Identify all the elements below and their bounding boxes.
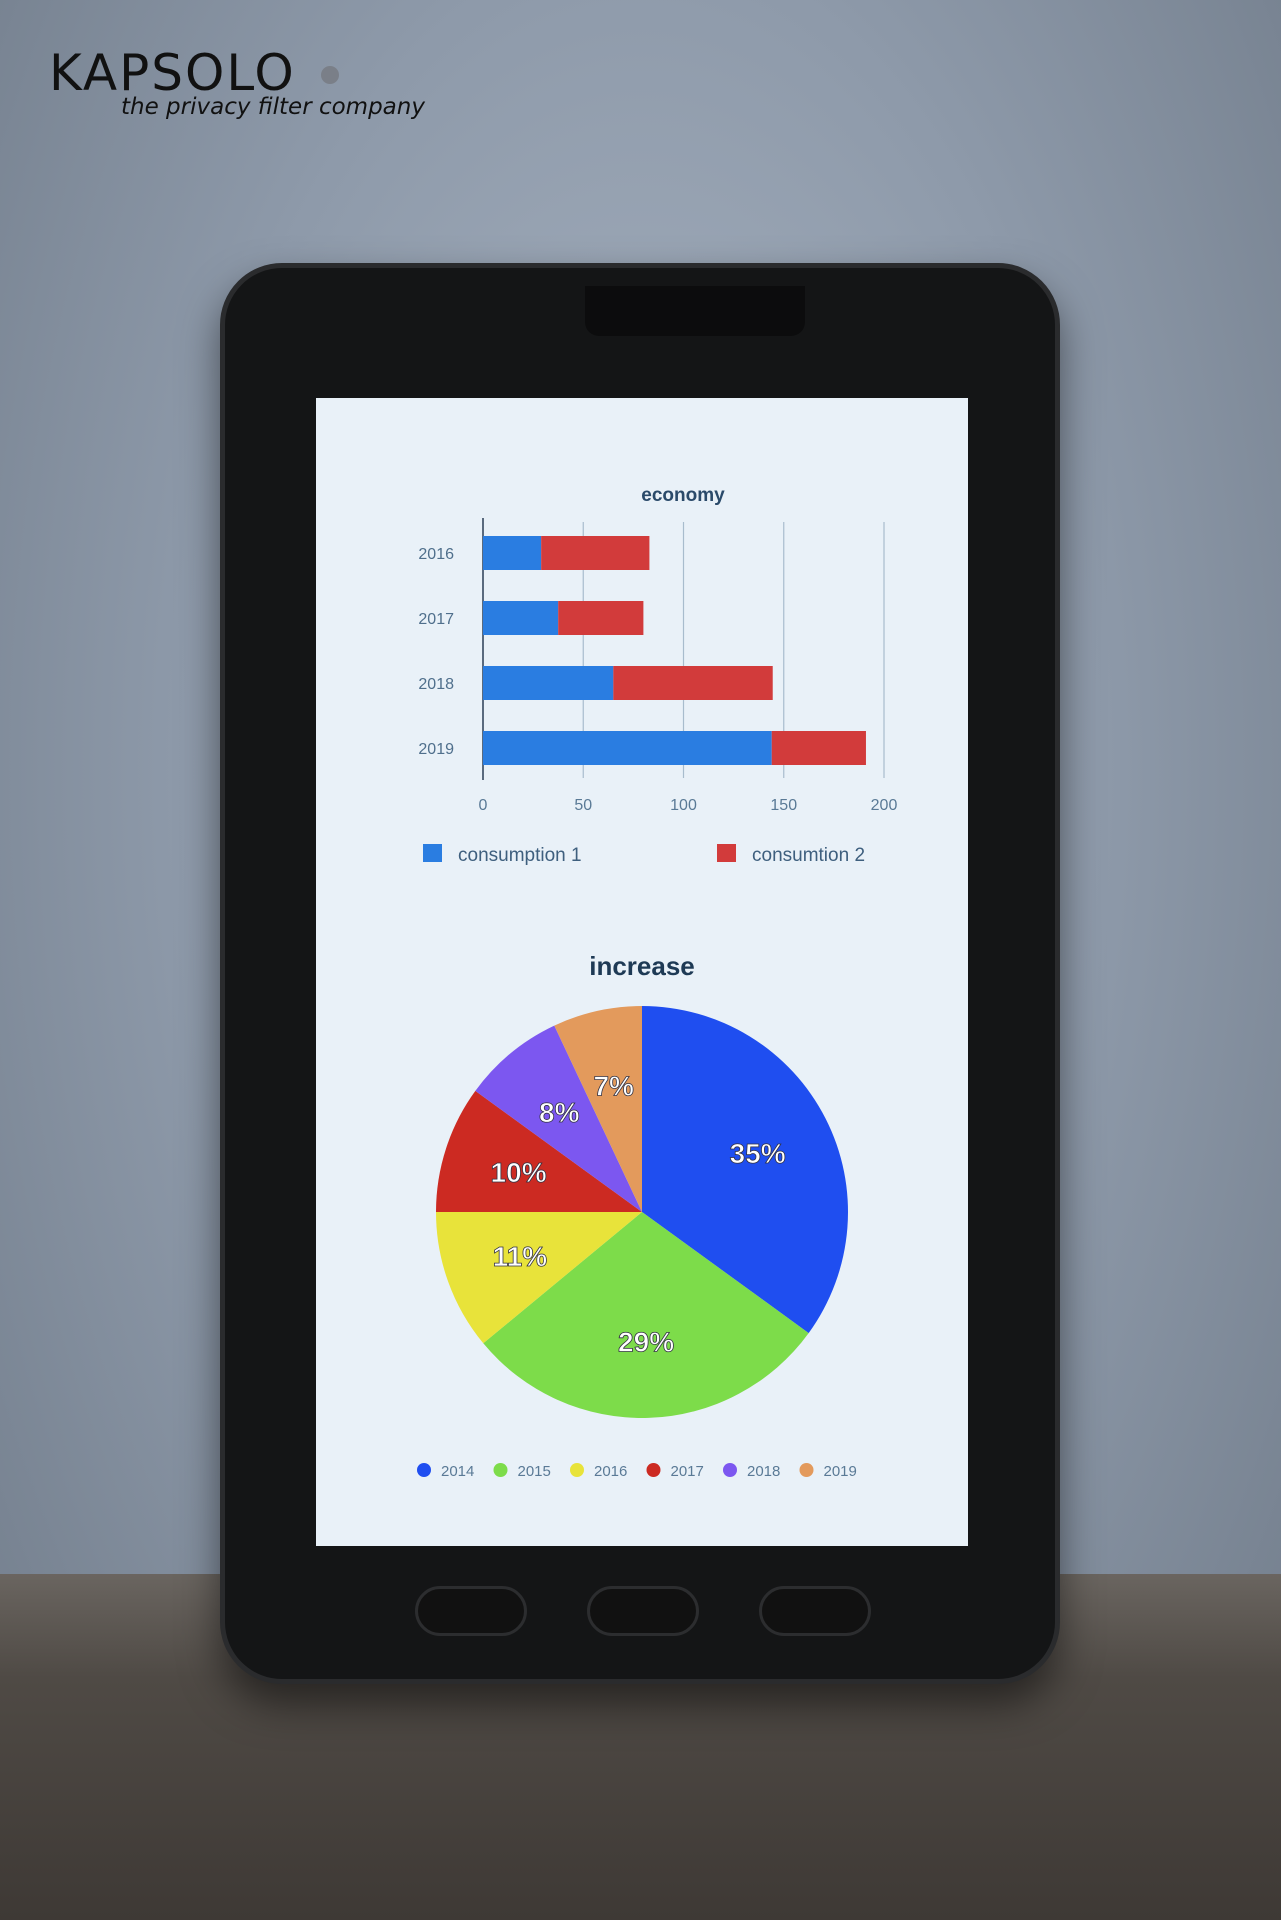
logo-brand: KAPSOLO xyxy=(49,44,296,102)
pie-legend-dot-2018 xyxy=(723,1463,737,1477)
x-tick-label: 100 xyxy=(670,797,697,814)
pie-slice-label: 11% xyxy=(493,1241,548,1272)
bar-2019-series-2 xyxy=(771,731,866,765)
pie-legend-dot-2017 xyxy=(646,1463,661,1477)
y-tick-label: 2019 xyxy=(418,741,454,758)
pie-slice-2014 xyxy=(642,1006,848,1334)
pie-slice-label: 29% xyxy=(618,1327,674,1358)
legend-label-2: consumtion 2 xyxy=(752,845,865,866)
legend-swatch-2 xyxy=(717,844,736,862)
x-tick-label: 0 xyxy=(479,797,488,814)
bar-2018-series-2 xyxy=(613,666,773,700)
legend-label-1: consumption 1 xyxy=(458,845,582,866)
pie-legend-label: 2016 xyxy=(594,1463,627,1480)
charts-svg: economy 0 50 100 150 200 2016 2017 2018 2019 consu… xyxy=(417,485,898,1480)
pie-slice-2017 xyxy=(436,1090,642,1212)
bar-2016-series-1 xyxy=(483,536,542,570)
bar-2016-series-2 xyxy=(541,536,650,570)
pie-slice-2018 xyxy=(475,1025,642,1212)
recent-apps-button[interactable] xyxy=(415,1586,527,1636)
pie-legend-dot-2014 xyxy=(417,1463,431,1477)
pie-slice-2016 xyxy=(436,1212,642,1344)
pie-legend-dot-2016 xyxy=(570,1463,584,1477)
legend-swatch-1 xyxy=(423,844,442,862)
pie-slice-label: 8% xyxy=(539,1097,580,1128)
x-tick-label: 150 xyxy=(770,797,797,814)
pie-legend-label: 2019 xyxy=(824,1463,857,1480)
tablet-screen: economy 0 50 100 150 200 2016 2017 2018 2019 consu… xyxy=(316,398,968,1546)
logo-tagline: the privacy filter company xyxy=(121,94,425,120)
pie-legend-label: 2014 xyxy=(441,1463,474,1480)
bar-chart-title: economy xyxy=(641,485,725,506)
bar-2019-series-1 xyxy=(483,731,772,765)
back-button[interactable] xyxy=(759,1586,871,1636)
tablet-device: economy 0 50 100 150 200 2016 2017 2018 2019 consu… xyxy=(220,263,1060,1684)
bar-2017-series-2 xyxy=(558,601,644,635)
pie-slice-2019 xyxy=(554,1006,642,1212)
y-tick-label: 2017 xyxy=(418,611,454,628)
pie-legend-dot-2015 xyxy=(493,1463,508,1477)
pie-slice-label: 10% xyxy=(491,1157,547,1188)
pie-legend-label: 2015 xyxy=(518,1463,551,1480)
logo-dot xyxy=(321,66,339,84)
pie-legend-label: 2017 xyxy=(671,1463,704,1480)
home-button[interactable] xyxy=(587,1586,699,1636)
pie-slice-label: 35% xyxy=(730,1138,786,1169)
x-tick-label: 50 xyxy=(574,797,592,814)
x-tick-label: 200 xyxy=(871,797,898,814)
pie-legend-label: 2018 xyxy=(747,1463,780,1480)
bar-2018-series-1 xyxy=(483,666,614,700)
pie-chart-title: increase xyxy=(589,951,695,981)
camera-notch xyxy=(585,286,805,336)
y-tick-label: 2018 xyxy=(418,676,454,693)
pie-legend-dot-2019 xyxy=(799,1463,814,1477)
logo: KAPSOLO the privacy filter company xyxy=(49,44,425,120)
pie-slice-label: 7% xyxy=(593,1070,634,1101)
y-tick-label: 2016 xyxy=(418,546,454,563)
bar-2017-series-1 xyxy=(483,601,559,635)
pie-slice-2015 xyxy=(483,1212,809,1418)
